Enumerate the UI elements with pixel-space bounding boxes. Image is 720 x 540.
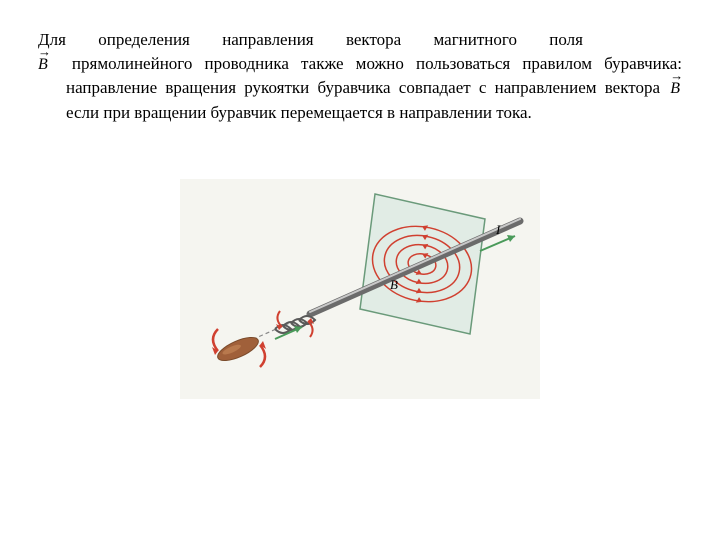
- vector-b-symbol-1: B: [38, 54, 48, 76]
- w4: вектора: [346, 28, 401, 52]
- w5: магнитного: [434, 28, 517, 52]
- body-text-2: если при вращении буравчик перемещается …: [66, 103, 532, 122]
- paragraph-text: Для определения направления вектора магн…: [38, 28, 682, 124]
- diagram-container: I B: [38, 179, 682, 399]
- label-i: I: [495, 222, 501, 237]
- w6: поля: [549, 28, 583, 52]
- label-b: B: [390, 277, 398, 292]
- w3: направления: [222, 28, 313, 52]
- w2: определения: [98, 28, 190, 52]
- body-text-1: прямолинейного проводника также можно по…: [60, 54, 682, 97]
- vector-b-symbol-2: B: [670, 78, 680, 100]
- gimlet-rule-diagram: I B: [180, 179, 540, 399]
